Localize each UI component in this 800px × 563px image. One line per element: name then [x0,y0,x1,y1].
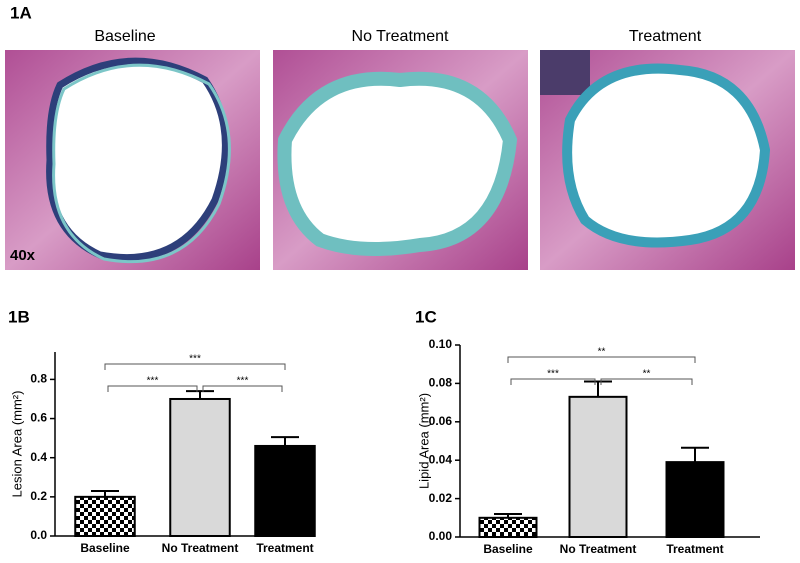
x-tick-label: Treatment [666,542,723,556]
bar [254,444,316,538]
significance-bracket [202,385,283,392]
x-tick-label: Baseline [483,542,533,556]
significance-bracket [507,356,696,363]
significance-label: *** [237,376,249,387]
bar [568,395,628,538]
y-tick-label: 0.06 [429,414,453,428]
y-axis-label: Lipid Area (mm²) [416,393,431,489]
significance-label: *** [189,354,201,365]
y-tick-label: 0.8 [30,372,47,386]
bar [478,516,538,538]
y-tick-label: 0.2 [30,489,47,503]
vessel [277,71,518,256]
significance-label: ** [643,369,651,380]
panel-label: 1A [10,3,32,22]
y-tick-label: 0.10 [429,337,453,351]
significance-label: *** [547,369,559,380]
bar [74,495,136,538]
significance-label: *** [147,376,159,387]
significance-bracket [104,363,286,370]
x-tick-label: No Treatment [560,542,637,556]
y-axis-label: Lesion Area (mm²) [9,391,24,498]
image-caption: Baseline [94,28,155,45]
y-tick-label: 0.00 [429,529,453,543]
vessel-ring [52,63,231,264]
significance-bracket [107,385,198,392]
y-tick-label: 0.6 [30,411,47,425]
magnification: 40x [10,247,36,264]
y-tick-label: 0.0 [30,528,47,542]
bar [665,461,725,538]
image-caption: No Treatment [352,28,449,45]
y-tick-label: 0.02 [429,491,453,505]
significance-bracket [510,378,596,385]
x-tick-label: Treatment [256,541,313,555]
vessel [46,57,229,262]
significance-label: ** [598,347,606,358]
y-tick-label: 0.08 [429,376,453,390]
y-tick-label: 0.4 [30,450,47,464]
vessel [562,63,771,248]
panel-label: 1B [8,307,30,326]
significance-bracket [600,378,693,385]
tissue-dark [540,50,590,95]
histology-panels [5,50,795,270]
bar [169,397,231,537]
y-tick-label: 0.04 [429,452,453,466]
panel-label: 1C [415,307,437,326]
x-tick-label: No Treatment [162,541,239,555]
image-caption: Treatment [629,28,702,45]
x-tick-label: Baseline [80,541,130,555]
